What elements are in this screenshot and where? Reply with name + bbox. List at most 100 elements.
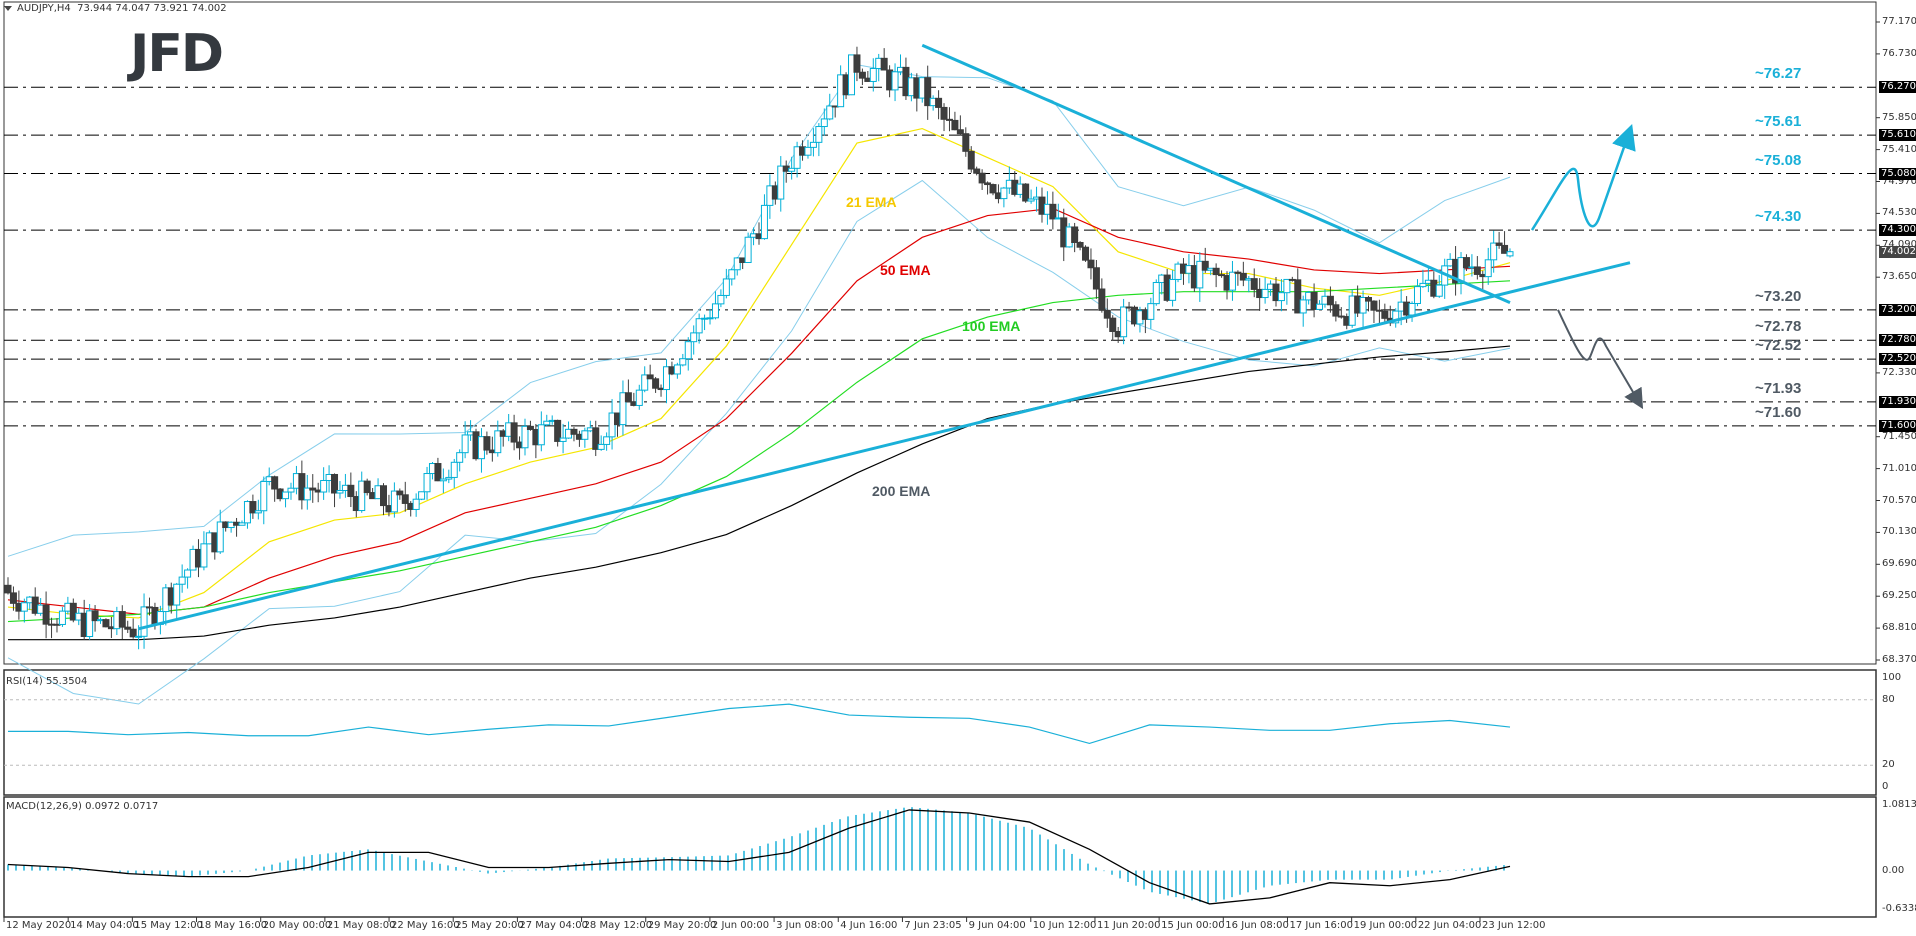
- candle: [728, 269, 736, 280]
- candle: [1109, 317, 1117, 332]
- candle: [434, 463, 442, 482]
- candle: [287, 487, 295, 493]
- price-tick: 74.530: [1882, 207, 1916, 219]
- time-tick: 2 Jun 00:00: [711, 920, 770, 931]
- ema-line-21ema: [7, 127, 1511, 619]
- candle: [635, 389, 643, 406]
- price-tick: 69.250: [1882, 590, 1916, 602]
- level-annotation: ~73.20: [1755, 287, 1802, 305]
- candle: [853, 54, 861, 73]
- candle: [1332, 304, 1340, 317]
- time-tick: 22 Jun 04:00: [1417, 920, 1482, 931]
- candle: [1049, 203, 1057, 220]
- candle: [646, 374, 654, 380]
- candle: [695, 318, 703, 334]
- candle: [418, 491, 426, 500]
- level-price-tag: 73.200: [1879, 303, 1916, 316]
- candle: [1457, 257, 1465, 284]
- candle: [86, 610, 94, 637]
- jfd-logo: JFD: [130, 24, 224, 84]
- candle: [641, 374, 649, 391]
- bollinger-lower: [7, 179, 1511, 705]
- candle: [249, 501, 257, 514]
- price-tick: 74.090: [1882, 239, 1916, 250]
- price-tick: 72.330: [1882, 366, 1916, 378]
- candle: [652, 378, 660, 389]
- candle: [309, 487, 317, 491]
- collapse-triangle-icon[interactable]: [4, 5, 12, 11]
- candle: [298, 473, 306, 501]
- candle: [624, 392, 632, 403]
- candle: [619, 392, 627, 426]
- candle: [1370, 300, 1378, 311]
- candle: [282, 491, 290, 500]
- candle: [1316, 303, 1324, 310]
- price-tick: 77.170: [1882, 16, 1916, 27]
- candle: [216, 521, 224, 553]
- candle: [1196, 260, 1204, 289]
- candle: [358, 480, 366, 512]
- candle: [858, 71, 866, 79]
- time-tick: 18 May 16:00: [198, 920, 268, 931]
- candle: [200, 543, 208, 568]
- time-tick: 3 Jun 08:00: [776, 920, 834, 931]
- candle: [967, 150, 975, 170]
- level-price-tag: 75.080: [1879, 167, 1916, 180]
- level-annotation: ~71.60: [1755, 403, 1802, 421]
- candle: [412, 498, 420, 510]
- candle: [450, 461, 458, 478]
- time-tick: 29 May 20:00: [647, 920, 717, 931]
- price-tick: 70.130: [1882, 526, 1916, 538]
- candle: [1250, 278, 1258, 290]
- candle: [940, 106, 948, 120]
- candle: [962, 133, 970, 152]
- candle: [331, 473, 339, 494]
- candle: [1462, 257, 1470, 269]
- level-annotation: ~72.78: [1755, 318, 1802, 336]
- candle: [989, 184, 997, 194]
- candle: [1294, 279, 1302, 314]
- time-tick: 22 May 16:00: [391, 920, 460, 931]
- candle: [673, 364, 681, 375]
- candle: [1473, 266, 1481, 275]
- level-annotation: ~75.61: [1755, 113, 1802, 131]
- candle: [679, 358, 687, 366]
- bollinger-upper: [7, 64, 1511, 557]
- price-tick: 71.010: [1882, 462, 1916, 474]
- candle: [662, 366, 670, 391]
- candle: [537, 424, 545, 446]
- candle: [336, 489, 344, 494]
- candle: [1103, 309, 1111, 319]
- candle: [956, 129, 964, 135]
- time-tick: 20 May 00:00: [262, 920, 332, 931]
- main-panel: [3, 1, 1877, 665]
- candle: [69, 602, 77, 621]
- candle: [1212, 267, 1220, 276]
- candle: [951, 119, 959, 131]
- candle: [1087, 259, 1095, 269]
- level-annotation: ~72.52: [1755, 337, 1802, 355]
- candle: [1152, 282, 1160, 305]
- candle: [1381, 310, 1389, 319]
- candle: [1484, 259, 1492, 278]
- candle: [869, 67, 877, 82]
- candle: [1022, 183, 1030, 202]
- candle: [1283, 278, 1291, 294]
- candle: [1092, 267, 1100, 290]
- time-tick: 15 Jun 00:00: [1161, 920, 1225, 931]
- price-tick: 73.650: [1882, 271, 1916, 283]
- candle: [1375, 309, 1383, 312]
- time-tick: 12 May 2020: [6, 920, 72, 931]
- ema50-label: 50 EMA: [880, 262, 931, 278]
- time-tick: 16 Jun 08:00: [1225, 920, 1289, 931]
- candle: [777, 165, 785, 200]
- rsi-label: RSI(14) 55.3504: [6, 676, 88, 687]
- price-tick: 75.850: [1882, 111, 1916, 123]
- macd-signal-line: [7, 809, 1511, 905]
- candle: [1359, 297, 1367, 314]
- candle: [1365, 297, 1373, 302]
- candle: [347, 484, 355, 498]
- candle: [1490, 242, 1498, 261]
- candle: [1000, 187, 1008, 200]
